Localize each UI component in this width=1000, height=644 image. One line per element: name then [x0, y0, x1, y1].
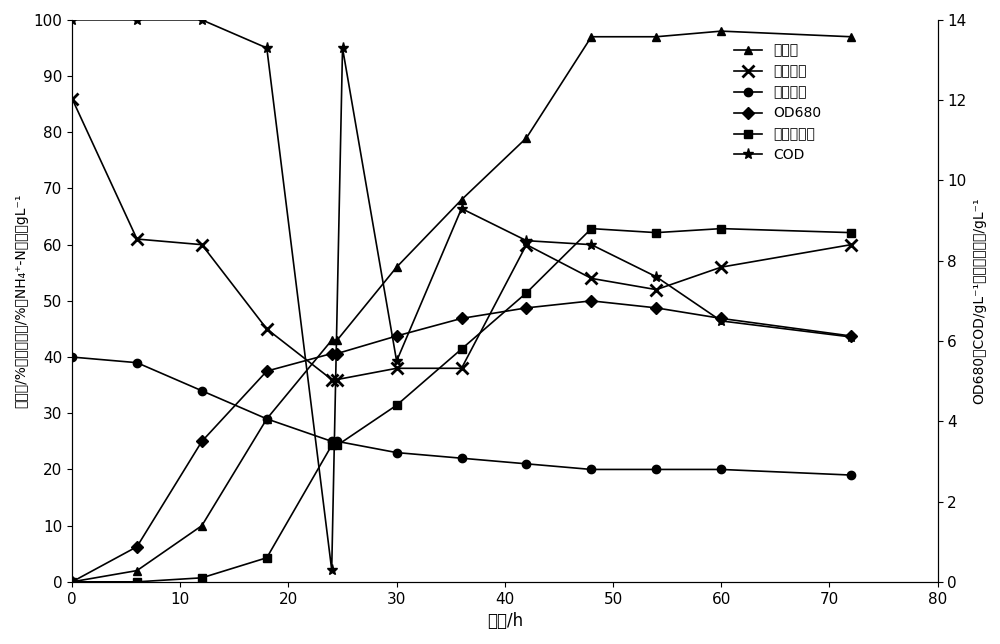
- 絮凝剂产率: [196, 574, 208, 582]
- OD680: [196, 437, 208, 445]
- 氧饱和度: [326, 375, 338, 383]
- 絮凝剂产率: [66, 578, 78, 585]
- 絮凝率: [845, 33, 857, 41]
- 絮凝率: [196, 522, 208, 529]
- Legend: 絮凝率, 氧饱和度, 氨氮浓度, OD680, 絮凝剂产率, COD: 絮凝率, 氧饱和度, 氨氮浓度, OD680, 絮凝剂产率, COD: [729, 38, 827, 168]
- 絮凝剂产率: [456, 345, 468, 353]
- 絮凝剂产率: [326, 442, 338, 450]
- Line: COD: COD: [66, 14, 857, 575]
- COD: [520, 237, 532, 245]
- 絮凝剂产率: [391, 401, 403, 409]
- COD: [326, 566, 338, 574]
- Line: OD680: OD680: [68, 297, 855, 586]
- COD: [391, 357, 403, 365]
- COD: [585, 241, 597, 249]
- 氨氮浓度: [326, 437, 338, 445]
- 絮凝率: [66, 578, 78, 585]
- Line: 氨氮浓度: 氨氮浓度: [68, 353, 855, 479]
- 氧饱和度: [520, 241, 532, 249]
- 絮凝剂产率: [331, 442, 343, 450]
- COD: [715, 317, 727, 325]
- 氧饱和度: [331, 375, 343, 383]
- 氧饱和度: [261, 325, 273, 333]
- COD: [196, 16, 208, 24]
- COD: [456, 205, 468, 213]
- 絮凝率: [391, 263, 403, 271]
- 氧饱和度: [845, 241, 857, 249]
- OD680: [261, 367, 273, 375]
- 絮凝率: [131, 567, 143, 574]
- COD: [337, 44, 349, 52]
- 絮凝率: [326, 336, 338, 344]
- 氧饱和度: [66, 95, 78, 102]
- X-axis label: 时间/h: 时间/h: [487, 612, 523, 630]
- 絮凝剂产率: [131, 578, 143, 585]
- 絮凝剂产率: [715, 225, 727, 232]
- 絮凝率: [650, 33, 662, 41]
- 氨氮浓度: [66, 353, 78, 361]
- 氨氮浓度: [131, 359, 143, 366]
- 氨氮浓度: [650, 466, 662, 473]
- 氧饱和度: [131, 235, 143, 243]
- 氧饱和度: [391, 365, 403, 372]
- OD680: [715, 314, 727, 322]
- 氧饱和度: [650, 286, 662, 294]
- COD: [650, 273, 662, 281]
- Y-axis label: OD680、COD/gL⁻¹、絮凝剂产量/gL⁻¹: OD680、COD/gL⁻¹、絮凝剂产量/gL⁻¹: [972, 198, 986, 404]
- OD680: [131, 543, 143, 551]
- 氧饱和度: [585, 274, 597, 282]
- COD: [131, 16, 143, 24]
- 氨氮浓度: [520, 460, 532, 468]
- 絮凝剂产率: [585, 225, 597, 232]
- OD680: [326, 350, 338, 357]
- 絮凝率: [261, 415, 273, 422]
- COD: [845, 333, 857, 341]
- COD: [261, 44, 273, 52]
- 氨氮浓度: [845, 471, 857, 479]
- 氨氮浓度: [715, 466, 727, 473]
- 絮凝剂产率: [261, 554, 273, 562]
- OD680: [650, 304, 662, 312]
- OD680: [66, 578, 78, 585]
- 絮凝率: [456, 196, 468, 204]
- 氧饱和度: [456, 365, 468, 372]
- 氨氮浓度: [391, 449, 403, 457]
- 氧饱和度: [715, 263, 727, 271]
- COD: [66, 16, 78, 24]
- Line: 絮凝率: 絮凝率: [68, 27, 855, 586]
- 氨氮浓度: [331, 437, 343, 445]
- 氨氮浓度: [196, 387, 208, 395]
- 氨氮浓度: [261, 415, 273, 422]
- 氨氮浓度: [585, 466, 597, 473]
- 絮凝剂产率: [845, 229, 857, 236]
- 氨氮浓度: [456, 454, 468, 462]
- OD680: [331, 350, 343, 357]
- OD680: [456, 314, 468, 322]
- OD680: [520, 304, 532, 312]
- 絮凝剂产率: [650, 229, 662, 236]
- 絮凝率: [715, 27, 727, 35]
- 絮凝率: [331, 336, 343, 344]
- Line: 氧饱和度: 氧饱和度: [66, 93, 857, 385]
- OD680: [391, 332, 403, 340]
- OD680: [845, 332, 857, 340]
- 絮凝剂产率: [520, 289, 532, 297]
- Y-axis label: 絮凝率/%、氧饱和度/%、NH₄⁺-N浓度／gL⁻¹: 絮凝率/%、氧饱和度/%、NH₄⁺-N浓度／gL⁻¹: [14, 194, 28, 408]
- 氧饱和度: [196, 241, 208, 249]
- Line: 絮凝剂产率: 絮凝剂产率: [68, 225, 855, 586]
- 絮凝率: [520, 134, 532, 142]
- OD680: [585, 297, 597, 305]
- 絮凝率: [585, 33, 597, 41]
